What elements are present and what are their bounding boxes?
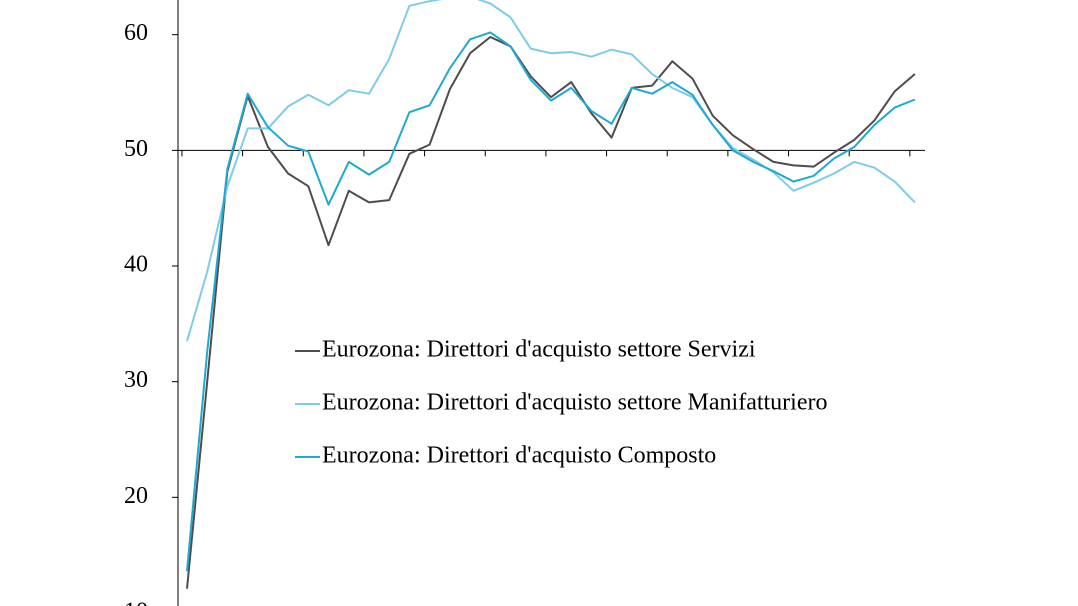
y-tick-label: 40: [124, 252, 148, 278]
legend-label: Eurozona: Direttori d'acquisto settore M…: [322, 390, 828, 416]
series-line: [186, 0, 916, 342]
y-tick-label: 10: [124, 599, 148, 606]
y-tick-label: 50: [124, 136, 148, 162]
series-line: [186, 31, 916, 572]
series-line: [186, 36, 916, 589]
legend-label: Eurozona: Direttori d'acquisto Composto: [322, 443, 716, 469]
legend-label: Eurozona: Direttori d'acquisto settore S…: [322, 337, 756, 363]
y-tick-label: 30: [124, 367, 148, 393]
y-tick-label: 60: [124, 20, 148, 46]
y-tick-label: 20: [124, 483, 148, 509]
